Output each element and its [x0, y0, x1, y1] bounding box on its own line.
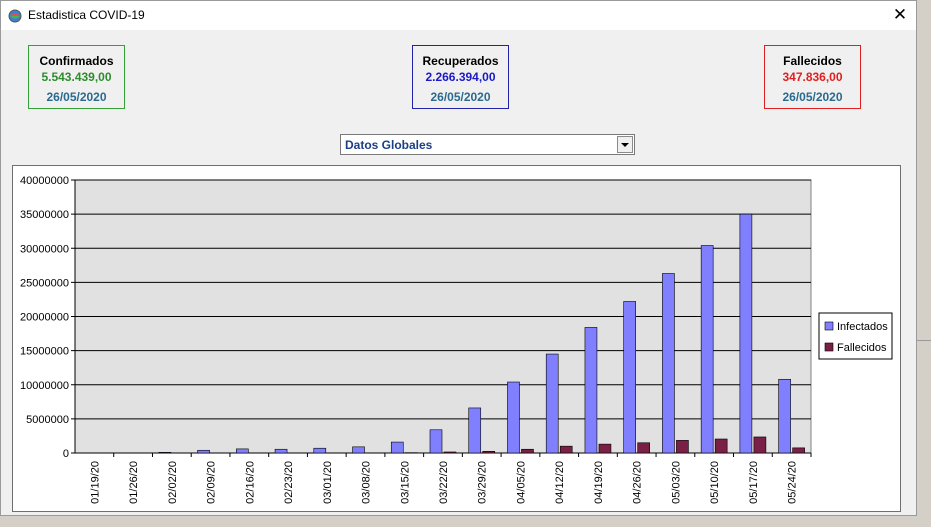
fallecidos-value: 347.836,00: [782, 70, 843, 84]
chevron-down-icon: [621, 143, 629, 147]
x-tick-label: 02/09/20: [206, 461, 218, 504]
background-edge: [917, 340, 931, 341]
infectados-bar: [197, 449, 210, 454]
globe-icon: [8, 9, 22, 23]
infectados-bar: [313, 447, 327, 454]
title-bar[interactable]: Estadistica COVID-19 ✕: [1, 1, 916, 30]
infectados-bar: [468, 407, 482, 454]
dropdown-arrow-button[interactable]: [617, 136, 633, 153]
x-tick-label: 03/22/20: [438, 461, 450, 504]
legend-swatch-fallecidos: [824, 342, 834, 352]
fallecidos-bar: [559, 445, 573, 454]
infectados-bar: [352, 446, 365, 454]
y-tick-label: 15000000: [20, 346, 69, 358]
covid-bar-chart: 0 5000000 10000000 15000000 20000000 25000000…: [20, 175, 893, 504]
x-tick-label: 05/24/20: [787, 461, 799, 504]
confirmados-label: Confirmados: [39, 54, 114, 68]
infectados-bar: [236, 448, 249, 454]
infectados-bar: [545, 353, 559, 454]
fallecidos-bar: [714, 438, 728, 454]
infectados-bar: [584, 327, 598, 454]
app-window: Estadistica COVID-19 ✕ Confirmados 5.543…: [0, 0, 917, 516]
x-tick-label: 05/17/20: [748, 461, 760, 504]
infectados-bar: [390, 441, 404, 454]
x-tick-label: 05/10/20: [709, 461, 721, 504]
infectados-bar: [429, 429, 443, 454]
infectados-bar: [700, 245, 714, 454]
fallecidos-bar: [792, 447, 805, 454]
y-tick-label: 35000000: [20, 209, 69, 221]
x-tick-label: 01/19/20: [89, 461, 101, 504]
fallecidos-bar: [521, 448, 534, 454]
fallecidos-bar: [676, 440, 689, 454]
data-source-select[interactable]: Datos Globales: [340, 134, 635, 155]
y-tick-label: 40000000: [20, 175, 69, 187]
chart-panel: 0 5000000 10000000 15000000 20000000 25000000…: [12, 165, 901, 512]
x-tick-label: 01/26/20: [128, 461, 140, 504]
infectados-bar: [662, 273, 675, 454]
recuperados-date: 26/05/2020: [430, 90, 491, 104]
window-title: Estadistica COVID-19: [28, 8, 145, 22]
x-tick-label: 05/03/20: [670, 461, 682, 504]
legend-swatch-infectados: [824, 321, 834, 331]
x-tick-label: 03/08/20: [361, 461, 373, 504]
fallecidos-bar: [598, 443, 612, 454]
fallecidos-bar: [482, 450, 496, 454]
x-tick-label: 04/05/20: [515, 461, 527, 504]
y-tick-label: 20000000: [20, 312, 69, 324]
x-tick-label: 03/01/20: [322, 461, 334, 504]
infectados-bar: [507, 381, 520, 454]
data-source-value: Datos Globales: [345, 138, 433, 152]
x-tick-label: 02/23/20: [283, 461, 295, 504]
fallecidos-box: Fallecidos 347.836,00 26/05/2020: [764, 45, 861, 109]
infectados-bar: [623, 301, 636, 454]
confirmados-value: 5.543.439,00: [41, 70, 112, 84]
x-tick-label: 02/02/20: [167, 461, 179, 504]
legend-label-fallecidos: Fallecidos: [837, 342, 887, 354]
x-tick-label: 04/19/20: [593, 461, 605, 504]
fallecidos-date: 26/05/2020: [782, 90, 843, 104]
x-tick-label: 04/12/20: [554, 461, 566, 504]
fallecidos-bar: [753, 436, 767, 454]
recuperados-label: Recuperados: [422, 54, 499, 68]
close-button[interactable]: ✕: [892, 5, 908, 24]
infectados-bar: [158, 452, 172, 454]
x-tick-label: 04/26/20: [632, 461, 644, 504]
x-tick-label: 03/15/20: [399, 461, 411, 504]
fallecidos-bar: [443, 451, 457, 454]
x-tick-label: 02/16/20: [244, 461, 256, 504]
y-tick-label: 30000000: [20, 243, 69, 255]
confirmados-box: Confirmados 5.543.439,00 26/05/2020: [28, 45, 125, 109]
fallecidos-label: Fallecidos: [783, 54, 842, 68]
y-tick-label: 10000000: [20, 380, 69, 392]
infectados-bar: [739, 213, 753, 454]
infectados-bar: [778, 378, 791, 454]
recuperados-value: 2.266.394,00: [425, 70, 496, 84]
infectados-bar: [274, 448, 288, 454]
y-tick-label: 5000000: [26, 414, 69, 426]
fallecidos-bar: [637, 442, 650, 454]
recuperados-box: Recuperados 2.266.394,00 26/05/2020: [412, 45, 509, 109]
y-tick-label: 0: [63, 448, 69, 460]
x-tick-label: 03/29/20: [477, 461, 489, 504]
confirmados-date: 26/05/2020: [46, 90, 107, 104]
legend-label-infectados: Infectados: [837, 321, 888, 333]
legend: [818, 312, 893, 360]
y-tick-label: 25000000: [20, 277, 69, 289]
